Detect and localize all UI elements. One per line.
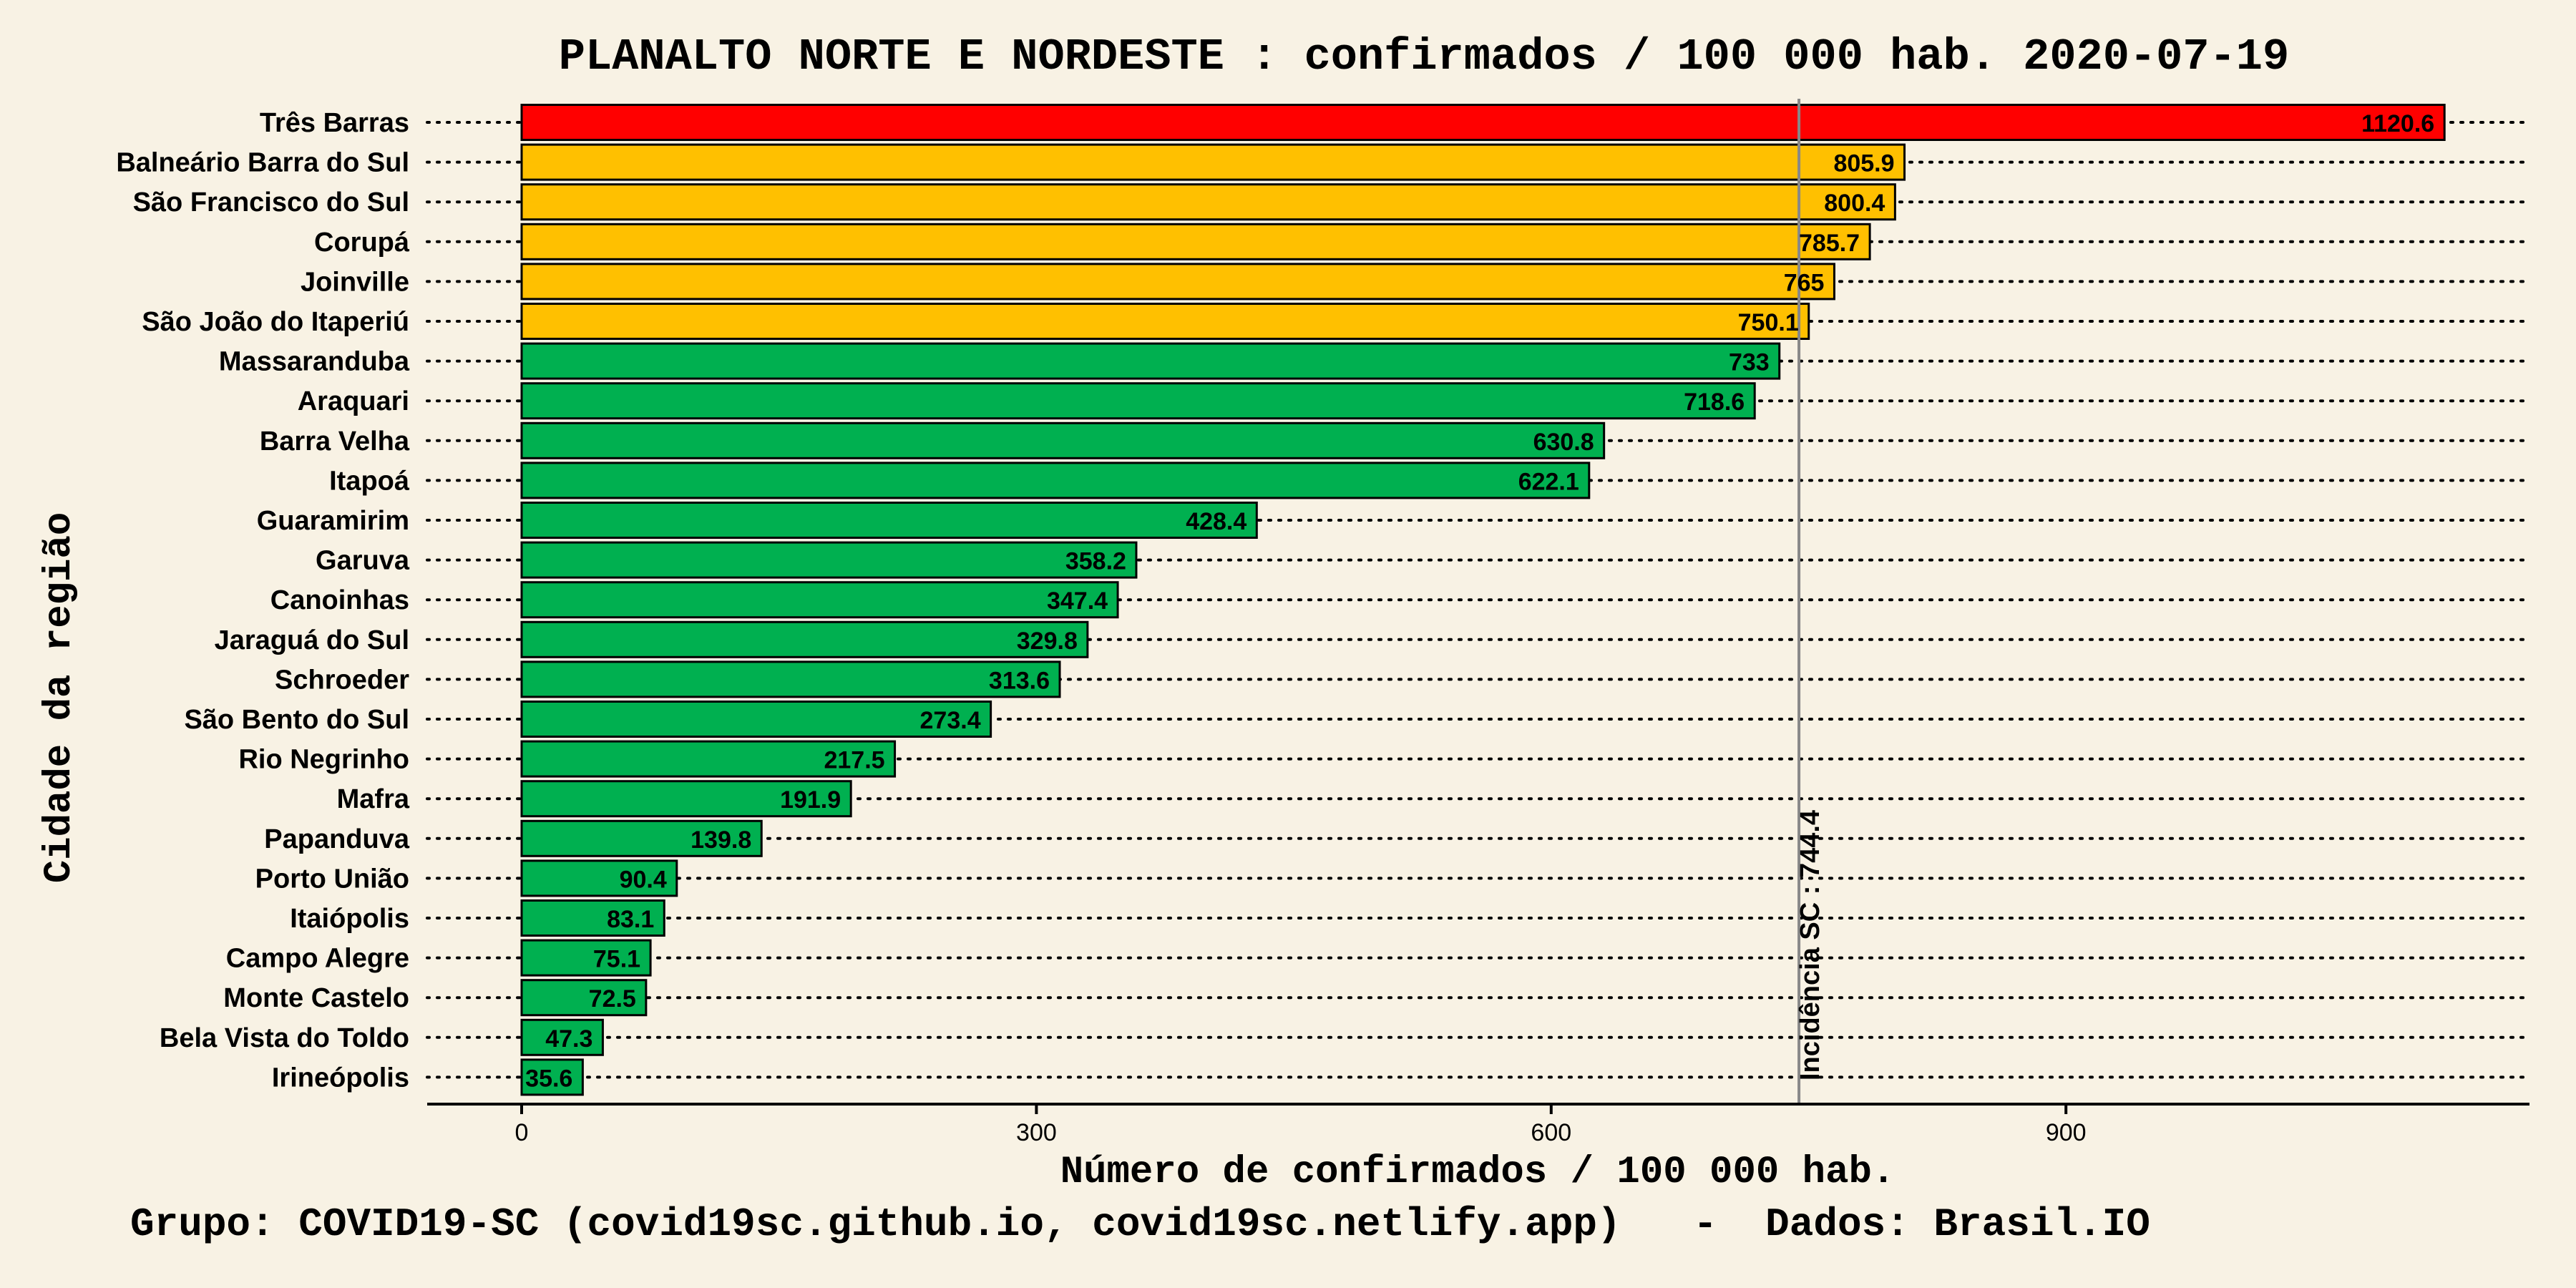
bar bbox=[520, 303, 1810, 340]
value-label: 47.3 bbox=[545, 1025, 592, 1053]
category-label: Schroeder bbox=[275, 665, 409, 695]
x-tick-label: 0 bbox=[515, 1119, 529, 1146]
bar bbox=[520, 462, 1591, 499]
category-label: Canoinhas bbox=[270, 585, 409, 615]
value-label: 75.1 bbox=[593, 946, 640, 973]
bar bbox=[520, 819, 763, 857]
bar bbox=[520, 859, 678, 897]
bar bbox=[520, 223, 1871, 260]
value-label: 622.1 bbox=[1518, 468, 1579, 495]
category-label: Itapoá bbox=[329, 466, 410, 496]
bar bbox=[520, 1058, 584, 1096]
value-label: 347.4 bbox=[1047, 587, 1108, 615]
x-axis-label: Número de confirmados / 100 000 hab. bbox=[1060, 1151, 1896, 1194]
category-label: Jaraguá do Sul bbox=[215, 625, 409, 655]
value-label: 805.9 bbox=[1833, 150, 1894, 177]
bar bbox=[520, 740, 897, 778]
value-label: 313.6 bbox=[989, 667, 1050, 694]
value-label: 785.7 bbox=[1799, 230, 1860, 257]
category-label: Araquari bbox=[298, 386, 409, 416]
bar bbox=[520, 620, 1089, 658]
bar bbox=[520, 421, 1606, 459]
bar bbox=[520, 143, 1906, 181]
category-label: Guaramirim bbox=[257, 506, 409, 536]
bar bbox=[520, 502, 1258, 539]
value-label: 217.5 bbox=[824, 747, 884, 774]
value-label: 750.1 bbox=[1738, 309, 1799, 336]
category-label: Balneário Barra do Sul bbox=[116, 148, 409, 178]
category-label: Massaranduba bbox=[219, 347, 410, 377]
value-label: 733 bbox=[1729, 349, 1770, 376]
x-tick-label: 300 bbox=[1016, 1119, 1057, 1146]
value-label: 83.1 bbox=[607, 906, 654, 933]
category-label: Rio Negrinho bbox=[238, 745, 409, 775]
bar bbox=[520, 660, 1061, 698]
value-label: 90.4 bbox=[620, 866, 667, 893]
value-label: 72.5 bbox=[589, 985, 636, 1013]
value-label: 765 bbox=[1784, 269, 1825, 296]
bar bbox=[520, 183, 1896, 221]
value-label: 191.9 bbox=[780, 786, 841, 814]
x-tick-label: 900 bbox=[2046, 1119, 2087, 1146]
category-label: São João do Itaperiú bbox=[142, 307, 409, 337]
category-label: Bela Vista do Toldo bbox=[160, 1023, 409, 1053]
value-label: 630.8 bbox=[1533, 429, 1594, 456]
category-label: Corupá bbox=[314, 228, 410, 258]
bar bbox=[520, 939, 652, 977]
bar bbox=[520, 263, 1835, 301]
category-label: Campo Alegre bbox=[226, 944, 409, 974]
bar bbox=[520, 382, 1756, 420]
caption: Grupo: COVID19-SC (covid19sc.github.io, … bbox=[130, 1201, 2150, 1247]
category-label: Mafra bbox=[337, 784, 410, 814]
bar bbox=[520, 342, 1781, 380]
bars bbox=[520, 104, 2446, 1096]
x-tick-label: 600 bbox=[1531, 1119, 1571, 1146]
bar bbox=[520, 899, 665, 937]
reference-line-label: Incidência SC : 744.4 bbox=[1795, 810, 1825, 1080]
value-label: 139.8 bbox=[691, 826, 751, 854]
value-label: 35.6 bbox=[525, 1065, 572, 1092]
category-label: Porto União bbox=[255, 864, 409, 894]
value-label: 718.6 bbox=[1684, 389, 1745, 416]
category-label: São Bento do Sul bbox=[184, 705, 409, 735]
value-label: 273.4 bbox=[920, 707, 981, 734]
bar bbox=[520, 104, 2446, 141]
category-label: Itaiópolis bbox=[290, 904, 409, 934]
bar bbox=[520, 581, 1119, 619]
category-label: Joinville bbox=[301, 267, 409, 297]
bar bbox=[520, 1018, 604, 1056]
x-axis: 0 300 600 900 bbox=[427, 1103, 2529, 1146]
category-label: Barra Velha bbox=[260, 426, 410, 457]
value-label: 358.2 bbox=[1065, 548, 1126, 575]
category-label: Garuva bbox=[316, 546, 410, 576]
category-labels: Três Barras Balneário Barra do Sul São Fra… bbox=[116, 108, 410, 1093]
category-label: São Francisco do Sul bbox=[133, 187, 409, 218]
value-labels: 1120.6 805.9 800.4 785.7 765 750.1 733 718.6 630… bbox=[525, 110, 2434, 1092]
category-label: Três Barras bbox=[260, 108, 409, 138]
value-label: 800.4 bbox=[1824, 190, 1885, 217]
category-label: Papanduva bbox=[264, 824, 410, 854]
value-label: 329.8 bbox=[1017, 628, 1078, 655]
bar bbox=[520, 979, 648, 1017]
value-label: 428.4 bbox=[1186, 508, 1246, 535]
bar bbox=[520, 701, 992, 738]
category-label: Monte Castelo bbox=[223, 983, 409, 1013]
bar bbox=[520, 780, 852, 818]
value-label: 1120.6 bbox=[2361, 110, 2434, 137]
category-label: Irineópolis bbox=[272, 1063, 409, 1093]
y-axis-label: Cidade da região bbox=[38, 512, 82, 883]
bar bbox=[520, 541, 1138, 579]
reference-line-group: Incidência SC : 744.4 bbox=[1795, 99, 1825, 1104]
chart-title: PLANALTO NORTE E NORDESTE : confirmados … bbox=[559, 31, 2289, 82]
